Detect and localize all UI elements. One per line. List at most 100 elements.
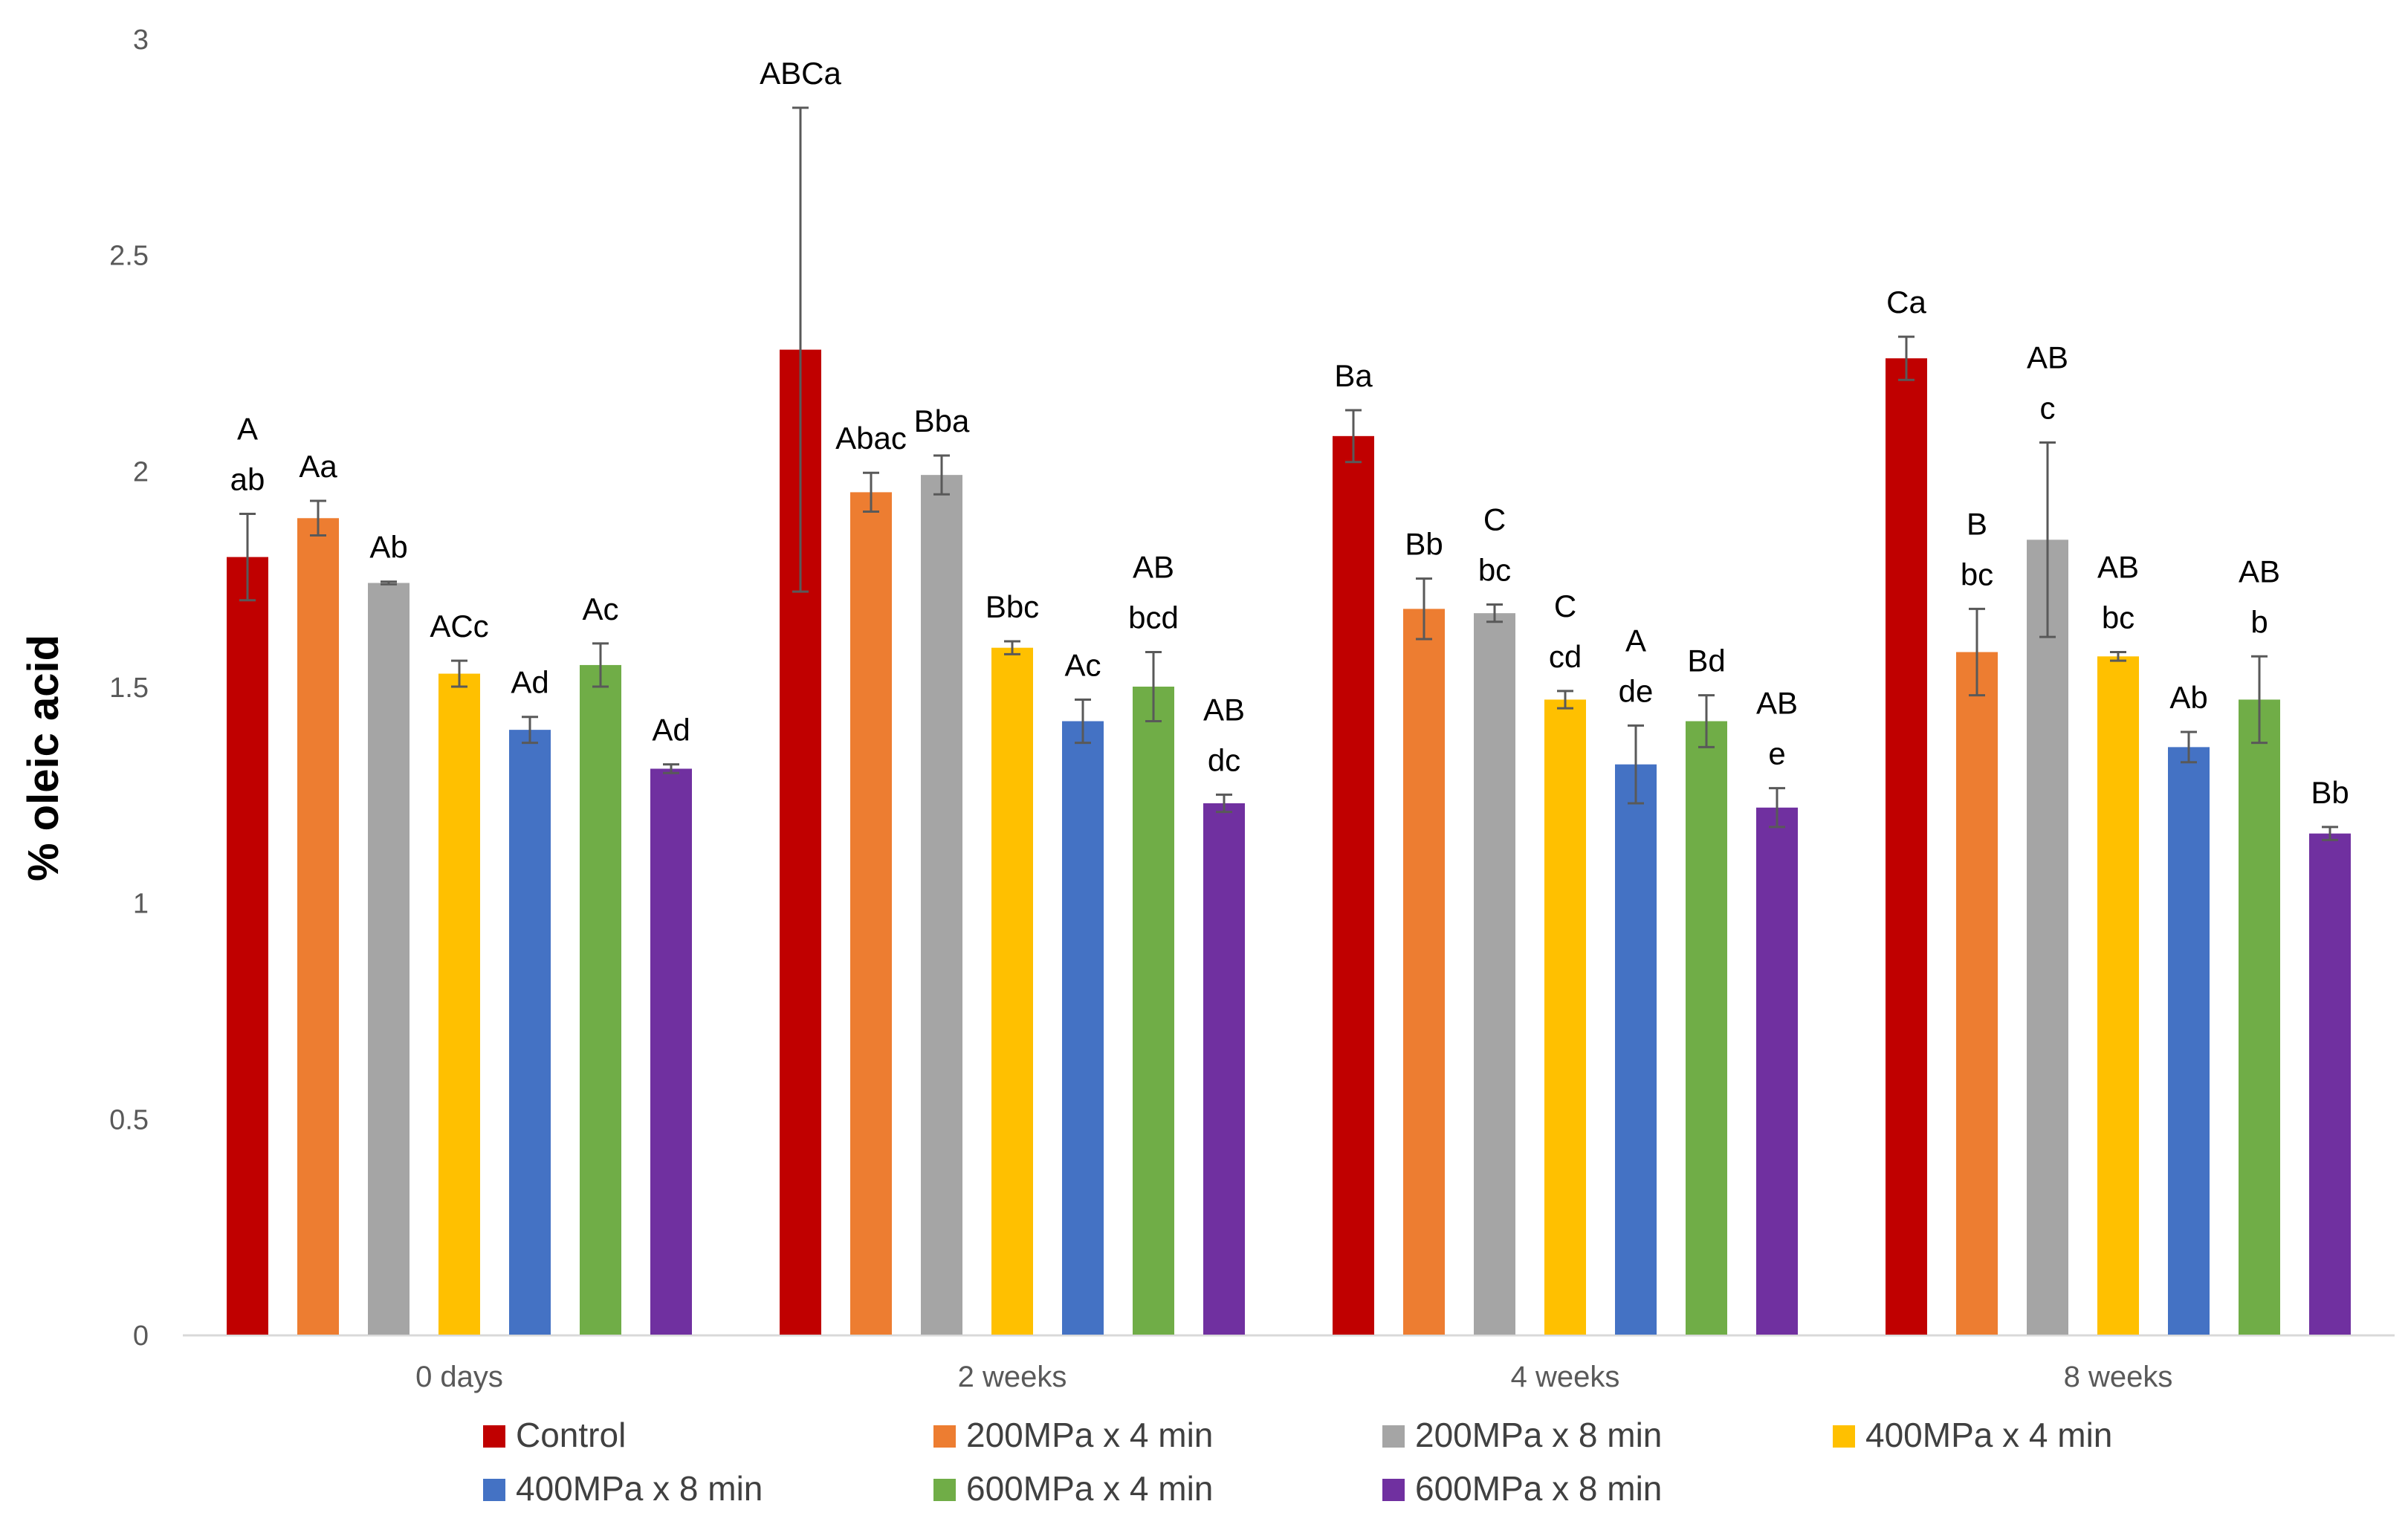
y-axis-tick-labels: 0 0.5 1 1.5 2 2.5 3 [109,25,149,1352]
y-tick-label: 2 [133,456,149,487]
legend-swatch [933,1479,956,1501]
significance-label: AB [1203,692,1245,727]
bar [2097,656,2139,1335]
bar [1474,613,1515,1335]
legend-item: 400MPa x 4 min [1833,1416,2112,1454]
x-tick-label: 0 days [415,1361,503,1393]
bar [1062,721,1104,1335]
legend-label: 600MPa x 8 min [1415,1469,1662,1508]
significance-label: Ac [582,592,618,626]
significance-label: AB [1756,686,1798,721]
bar [297,518,339,1335]
significance-label: dc [1208,742,1240,777]
significance-label: e [1768,736,1785,771]
significance-label: c [2040,391,2056,426]
legend-item: 600MPa x 8 min [1382,1469,1662,1508]
y-tick-label: 1.5 [109,673,149,704]
bar [2239,699,2280,1335]
significance-label: C [1554,589,1576,623]
significance-label: bc [1478,553,1511,588]
significance-label: ACc [430,609,488,644]
significance-label: bc [1961,557,1993,592]
significance-label: Ad [652,713,690,748]
error-bars [239,106,2338,841]
significance-label: A [237,411,258,446]
significance-label: Bbc [985,589,1039,624]
bar [580,664,621,1335]
significance-label: AB [1133,549,1174,584]
legend-swatch [483,1425,505,1448]
bar [991,647,1033,1335]
y-tick-label: 3 [133,25,149,56]
bar [2027,539,2068,1335]
bar [1403,609,1445,1335]
significance-label: Bb [2311,775,2349,810]
legend-label: 200MPa x 4 min [966,1416,1213,1454]
bar [509,730,551,1335]
legend-item: 400MPa x 8 min [483,1469,763,1508]
bar [438,673,480,1335]
bar [850,492,892,1335]
legend-item: Control [483,1416,626,1454]
bar [1686,721,1727,1335]
significance-label: bcd [1128,600,1179,635]
legend-label: 400MPa x 8 min [516,1469,763,1508]
y-axis-title: % oleic acid [19,635,68,881]
legend: Control 200MPa x 4 min 200MPa x 8 min 400MP… [483,1416,2112,1508]
bar [1133,687,1174,1335]
x-tick-label: 8 weeks [2064,1361,2173,1393]
legend-label: 200MPa x 8 min [1415,1416,1662,1454]
x-tick-label: 2 weeks [958,1361,1067,1393]
y-tick-label: 0.5 [109,1104,149,1135]
legend-label: 400MPa x 4 min [1865,1416,2112,1454]
bar [921,475,962,1335]
significance-label: Ad [511,665,548,700]
significance-label: Bd [1687,644,1725,678]
significance-label: Abac [835,421,907,456]
significance-label: Bb [1405,527,1443,562]
legend-label: 600MPa x 4 min [966,1469,1213,1508]
significance-labels: Aab ABCa Ba Ca Aa Abac Bb Bbc Ab Bba Cbc AB c ACc Bbc C… [230,56,2349,810]
x-axis-tick-labels: 0 days 2 weeks 4 weeks 8 weeks [415,1361,2172,1393]
legend-swatch [1382,1425,1405,1448]
bar [1544,699,1586,1335]
legend-swatch [483,1479,505,1501]
significance-label: ab [230,461,265,496]
y-tick-label: 1 [133,889,149,920]
bar [1756,807,1798,1335]
bar [1333,435,1374,1335]
significance-label: A [1625,623,1646,658]
significance-label: Ab [369,530,407,565]
significance-label: AB [2027,340,2068,375]
y-tick-label: 2.5 [109,241,149,272]
legend-item: 200MPa x 4 min [933,1416,1213,1454]
significance-label: Bba [914,404,970,438]
bar [227,557,268,1335]
y-tick-label: 0 [133,1320,149,1352]
bar [650,768,692,1335]
significance-label: C [1483,502,1506,537]
legend-item: 200MPa x 8 min [1382,1416,1662,1454]
bar [2309,833,2351,1335]
significance-label: Ab [2169,680,2207,715]
significance-label: ABCa [760,56,841,91]
significance-label: Ca [1886,285,1926,320]
bar [368,583,410,1335]
significance-label: AB [2239,554,2280,589]
legend-item: 600MPa x 4 min [933,1469,1213,1508]
legend-label: Control [516,1416,626,1454]
bar [1956,652,1998,1335]
bars [227,349,2351,1335]
bar [1615,764,1657,1335]
significance-label: b [2250,604,2268,639]
significance-label: de [1619,673,1654,708]
significance-label: Ac [1064,647,1101,682]
legend-swatch [1833,1425,1855,1448]
significance-label: AB [2097,549,2139,584]
legend-swatch [933,1425,956,1448]
x-tick-label: 4 weeks [1511,1361,1620,1393]
bar [2168,747,2210,1335]
legend-swatch [1382,1479,1405,1501]
